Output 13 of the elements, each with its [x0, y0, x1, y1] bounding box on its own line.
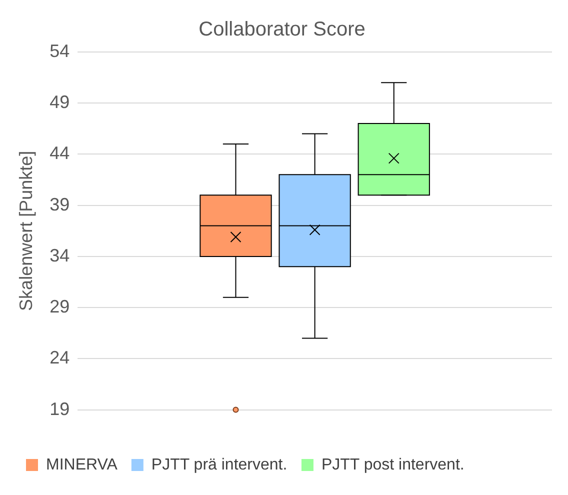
legend-label: MINERVA [46, 456, 118, 474]
y-tick-label: 49 [50, 92, 70, 112]
y-tick-label: 34 [50, 245, 70, 266]
legend-label: PJTT prä intervent. [151, 456, 288, 474]
chart-title: Collaborator Score [198, 18, 366, 41]
y-axis-title: Skalenwert [Punkte] [16, 150, 36, 311]
y-tick-label: 19 [50, 398, 70, 419]
y-tick-label: 24 [50, 348, 70, 368]
y-tick-label: 54 [50, 40, 70, 61]
y-tick-label: 39 [50, 194, 70, 214]
y-tick-label: 44 [50, 143, 70, 164]
y-tick-label: 29 [50, 296, 70, 317]
legend-label: PJTT post intervent. [321, 456, 464, 474]
